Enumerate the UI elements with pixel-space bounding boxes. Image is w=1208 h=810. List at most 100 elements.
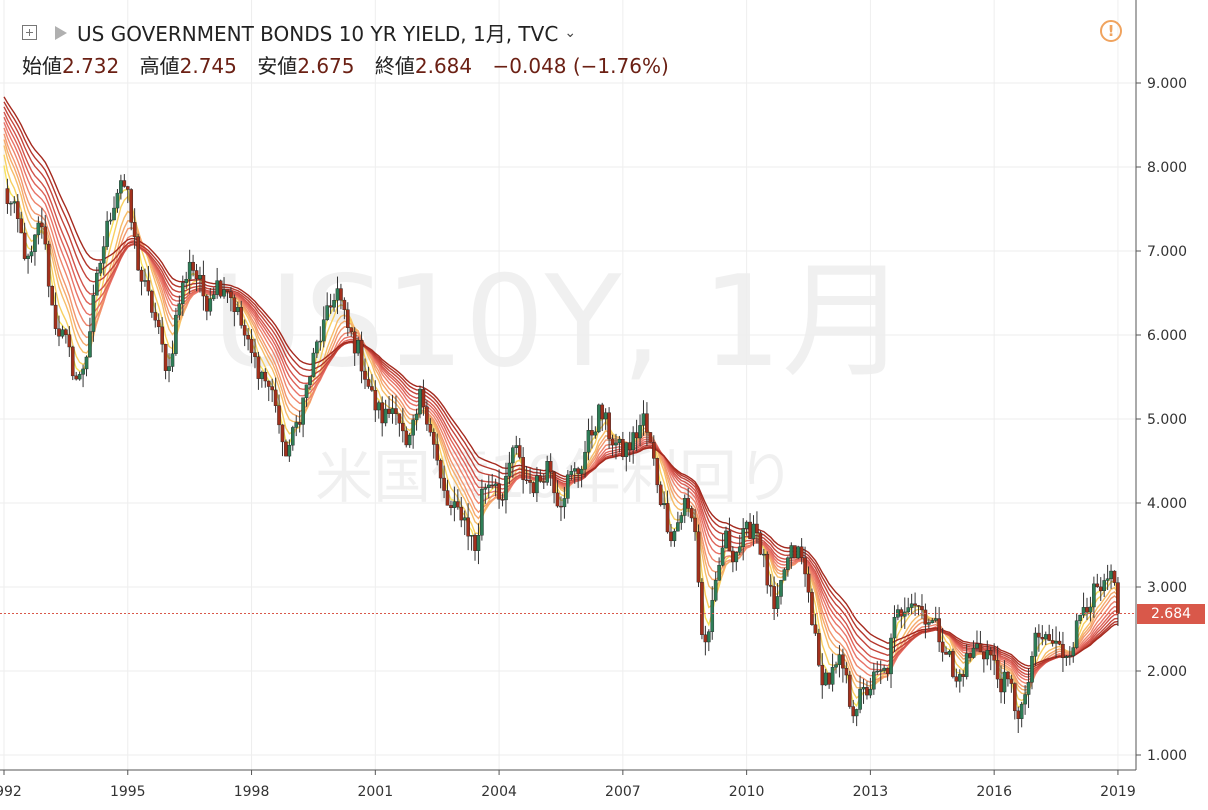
ema-line-15 — [3, 127, 1119, 684]
candle-body — [290, 427, 295, 446]
candle-body — [1033, 632, 1038, 657]
candle-body — [586, 430, 591, 453]
candle-body — [827, 672, 831, 685]
x-tick-label: 2016 — [976, 784, 1012, 800]
candle-body — [541, 481, 546, 483]
candle-body — [562, 498, 567, 508]
candle-body — [1012, 683, 1017, 712]
candle-body — [624, 442, 629, 457]
y-tick-label: 2.000 — [1147, 664, 1187, 680]
last-price-tag: 2.684 — [1137, 603, 1205, 624]
candle-body — [999, 678, 1003, 693]
candle-body — [297, 422, 302, 425]
candle-body — [174, 314, 178, 354]
y-tick-label: 4.000 — [1147, 496, 1187, 512]
x-tick-label: 1998 — [234, 784, 270, 800]
candle-body — [180, 282, 185, 304]
candle-body — [1043, 634, 1048, 640]
title-row: US GOVERNMENT BONDS 10 YR YIELD, 1月, TVC… — [22, 18, 576, 47]
candle-body — [318, 340, 323, 343]
candle-body — [170, 353, 175, 367]
flag-icon[interactable] — [55, 25, 67, 40]
candle-body — [160, 326, 164, 345]
candle-body — [755, 523, 759, 533]
price-axis[interactable]: 1.000 2.000 3.000 4.000 5.000 6.000 7.000 8.000… — [1136, 76, 1187, 764]
candle-body — [1105, 578, 1110, 581]
candle-body — [772, 586, 776, 609]
close-value: 2.684 — [414, 54, 473, 78]
candle-body — [569, 470, 574, 476]
candle-body — [882, 667, 886, 671]
symbol-title[interactable]: US GOVERNMENT BONDS 10 YR YIELD, 1月, TVC — [77, 22, 559, 46]
candle-body — [1085, 607, 1089, 613]
candle-body — [187, 261, 192, 280]
candle-body — [748, 521, 752, 539]
candle-body — [50, 286, 54, 306]
candle-body — [198, 275, 202, 280]
chevron-down-icon[interactable]: ⌄ — [564, 24, 577, 41]
candle-body — [762, 553, 766, 556]
candle-body — [469, 535, 474, 537]
warning-icon[interactable]: ! — [1100, 20, 1122, 42]
candle-body — [978, 643, 983, 653]
candle-body — [847, 674, 852, 707]
candle-body — [1088, 606, 1093, 613]
candle-body — [15, 201, 20, 219]
candle-body — [57, 328, 61, 337]
candle-body — [837, 654, 842, 665]
candle-body — [517, 445, 522, 458]
candle-body — [449, 505, 453, 508]
candle-body — [834, 664, 838, 668]
candle-body — [531, 482, 536, 494]
candle-body — [927, 622, 931, 625]
candle-body — [273, 389, 278, 406]
candle-body — [466, 517, 470, 537]
expand-icon[interactable] — [22, 25, 37, 40]
candle-body — [201, 275, 206, 297]
time-axis[interactable]: 1992 1995 1998 2001 2004 2007 2010 2013 2016 2019 — [0, 770, 1136, 800]
candle-body — [301, 397, 305, 425]
candle-body — [583, 451, 587, 470]
candle-body — [707, 631, 711, 643]
candle-body — [954, 676, 959, 682]
candle-body — [889, 637, 893, 675]
candle-body — [768, 584, 773, 587]
x-tick-label: 2013 — [853, 784, 889, 800]
candle-body — [70, 346, 75, 377]
high-value: 2.745 — [179, 54, 237, 78]
candle-body — [830, 666, 835, 685]
candle-body — [435, 444, 439, 461]
candle-body — [256, 356, 261, 379]
x-tick-label: 2007 — [605, 784, 641, 800]
candle-body — [844, 667, 849, 676]
candle-body — [765, 553, 770, 586]
candle-body — [425, 406, 429, 425]
candle-body — [225, 289, 230, 292]
y-tick-label: 1.000 — [1147, 748, 1187, 764]
candle-body — [129, 189, 134, 223]
candle-body — [459, 506, 464, 521]
candle-body — [741, 528, 745, 548]
candle-body — [414, 413, 419, 421]
candle-body — [431, 432, 436, 445]
candle-body — [957, 674, 962, 682]
candle-body — [682, 498, 687, 516]
y-tick-label: 9.000 — [1147, 76, 1187, 92]
candle-body — [951, 651, 955, 677]
candle-body — [651, 442, 656, 459]
candle-body — [858, 688, 862, 710]
candle-body — [242, 325, 247, 336]
candle-body — [713, 580, 718, 601]
candle-body — [782, 569, 787, 581]
candle-body — [944, 652, 948, 655]
candle-body — [968, 653, 972, 658]
candle-body — [356, 339, 360, 354]
candle-body — [655, 458, 660, 486]
candle-body — [899, 609, 904, 617]
candle-body — [727, 530, 732, 552]
candle-body — [792, 545, 797, 559]
y-tick-label: 7.000 — [1147, 244, 1187, 260]
candle-body — [64, 329, 68, 335]
candle-body — [339, 288, 343, 301]
